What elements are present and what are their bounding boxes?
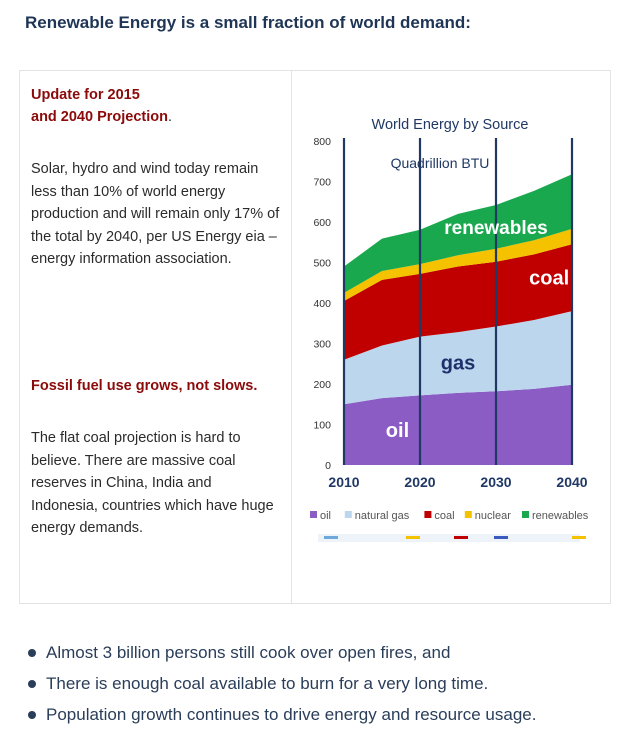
card-divider xyxy=(291,70,292,604)
ghost-strip xyxy=(318,534,580,542)
area-label-coal: coal xyxy=(529,268,569,290)
area-oil xyxy=(344,384,572,465)
chart-areas xyxy=(344,174,572,465)
ghost-swatch xyxy=(324,536,338,539)
bullet-list: Almost 3 billion persons still cook over… xyxy=(27,637,536,730)
page-heading: Renewable Energy is a small fraction of … xyxy=(25,13,471,32)
update-title-dot: . xyxy=(168,109,173,125)
legend-label: nuclear xyxy=(475,510,511,522)
y-tick-label: 100 xyxy=(313,420,331,432)
area-coal xyxy=(344,244,572,360)
chart-year-lines xyxy=(342,138,574,465)
x-axis-labels: 2010 2020 2030 2040 xyxy=(328,474,587,490)
legend-swatch xyxy=(464,511,472,518)
x-tick-label: 2010 xyxy=(328,474,359,490)
bullet-item: There is enough coal available to burn f… xyxy=(27,668,536,699)
legend-label: renewables xyxy=(532,510,589,522)
update-title-line2: and 2040 Projection xyxy=(31,109,168,125)
coal-paragraph: The flat coal projection is hard to beli… xyxy=(31,430,274,536)
x-tick-label: 2030 xyxy=(480,474,511,490)
legend-label: natural gas xyxy=(355,510,410,522)
area-label-oil: oil xyxy=(386,420,409,442)
chart-legend: oil natural gas coal nuclear renewables xyxy=(310,510,589,522)
area-nuclear xyxy=(344,228,572,301)
y-axis-labels: 0 100 200 300 400 500 600 700 800 xyxy=(313,136,331,472)
chart-subtitle: Quadrillion BTU xyxy=(391,155,490,171)
legend-ghost-strip xyxy=(318,534,586,542)
ghost-swatch xyxy=(494,536,508,539)
legend-swatch xyxy=(424,511,432,518)
legend-swatch xyxy=(310,511,317,518)
update-title: Update for 2015 and 2040 Projection. xyxy=(31,84,286,128)
x-tick-label: 2020 xyxy=(404,474,435,490)
y-tick-label: 300 xyxy=(313,339,331,351)
fossil-subheading: Fossil fuel use grows, not slows. xyxy=(31,378,258,394)
y-tick-label: 200 xyxy=(313,379,331,391)
renewables-paragraph: Solar, hydro and wind today remain less … xyxy=(31,161,280,267)
area-labels: oil gas coal renewables xyxy=(386,218,569,442)
area-natural-gas xyxy=(344,311,572,405)
update-title-line1: Update for 2015 xyxy=(31,87,140,103)
energy-chart: World Energy by Source Quadrillion BTU 0… xyxy=(298,76,610,596)
legend-swatch xyxy=(344,511,352,518)
y-tick-label: 0 xyxy=(325,460,331,472)
bullet-item: Population growth continues to drive ene… xyxy=(27,699,536,730)
ghost-swatch xyxy=(454,536,468,539)
y-tick-label: 800 xyxy=(313,136,331,148)
chart-title: World Energy by Source xyxy=(372,117,529,133)
y-tick-label: 700 xyxy=(313,177,331,189)
legend-label: coal xyxy=(434,510,454,522)
y-tick-label: 400 xyxy=(313,298,331,310)
left-column: Update for 2015 and 2040 Projection. Sol… xyxy=(31,84,286,536)
area-label-natural-gas: gas xyxy=(441,353,475,375)
legend-swatch xyxy=(522,511,529,518)
content-card xyxy=(19,70,611,604)
legend-label: oil xyxy=(320,510,331,522)
x-tick-label: 2040 xyxy=(556,474,587,490)
ghost-swatch xyxy=(406,536,420,539)
area-label-renewables: renewables xyxy=(444,218,548,239)
bullet-item: Almost 3 billion persons still cook over… xyxy=(27,637,536,668)
ghost-swatch xyxy=(572,536,586,539)
y-tick-label: 500 xyxy=(313,258,331,270)
area-renewables xyxy=(344,174,572,293)
y-tick-label: 600 xyxy=(313,217,331,229)
